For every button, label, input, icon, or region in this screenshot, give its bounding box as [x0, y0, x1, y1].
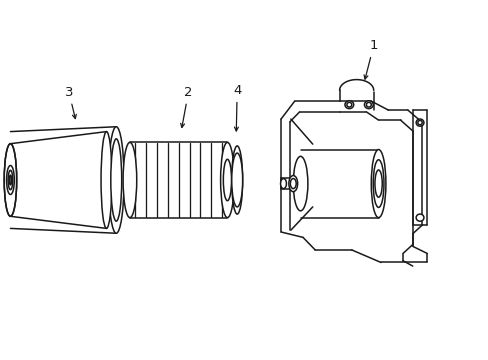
Ellipse shape: [293, 156, 307, 211]
Text: 2: 2: [180, 86, 192, 127]
Ellipse shape: [370, 149, 385, 218]
Ellipse shape: [374, 170, 382, 197]
Ellipse shape: [231, 153, 242, 207]
Ellipse shape: [288, 176, 297, 192]
Ellipse shape: [111, 139, 122, 221]
Ellipse shape: [417, 121, 421, 125]
Ellipse shape: [372, 160, 383, 207]
Ellipse shape: [290, 179, 296, 189]
Ellipse shape: [231, 146, 242, 214]
Ellipse shape: [8, 170, 13, 190]
Text: 1: 1: [364, 39, 377, 79]
Ellipse shape: [108, 127, 124, 233]
Ellipse shape: [220, 142, 234, 218]
Ellipse shape: [4, 144, 17, 216]
Ellipse shape: [9, 175, 12, 185]
Ellipse shape: [415, 119, 423, 126]
Ellipse shape: [101, 132, 112, 228]
Ellipse shape: [366, 102, 370, 107]
Ellipse shape: [364, 101, 372, 109]
Ellipse shape: [6, 166, 14, 194]
Ellipse shape: [223, 159, 231, 201]
Ellipse shape: [346, 102, 351, 107]
Ellipse shape: [415, 214, 423, 221]
Text: 4: 4: [232, 84, 241, 131]
Ellipse shape: [344, 101, 353, 109]
Text: 3: 3: [64, 86, 76, 118]
Ellipse shape: [123, 142, 137, 218]
Ellipse shape: [280, 179, 286, 189]
